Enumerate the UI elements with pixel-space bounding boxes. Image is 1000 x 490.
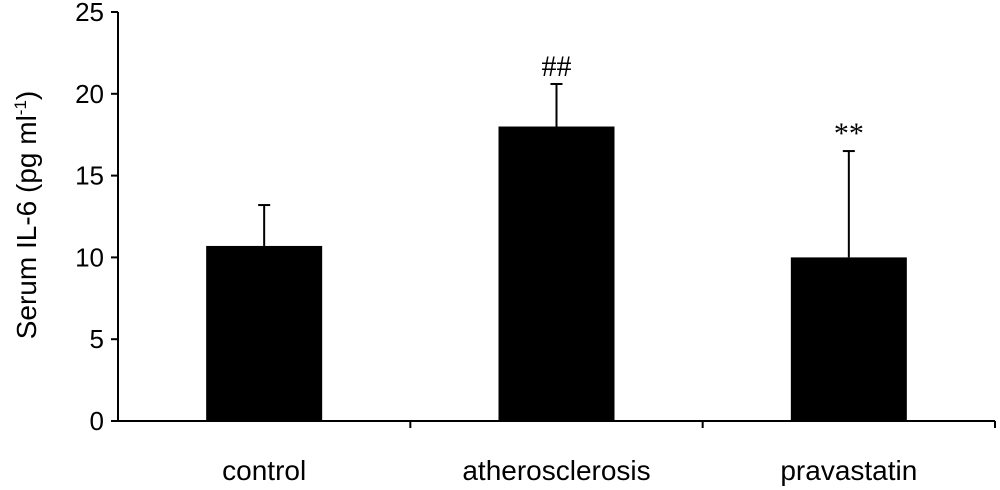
y-axis-title: Serum IL-6 (pg ml-1) xyxy=(11,91,42,340)
significance-label-atherosclerosis: ## xyxy=(542,50,572,83)
x-tick-label-control: control xyxy=(222,455,306,486)
y-tick-label: 10 xyxy=(75,242,104,272)
svg-text:Serum IL-6 (pg ml-1): Serum IL-6 (pg ml-1) xyxy=(11,91,42,340)
x-tick-label-pravastatin: pravastatin xyxy=(780,455,917,486)
y-tick-label: 0 xyxy=(90,406,104,436)
y-axis-title-close: ) xyxy=(11,91,42,100)
bar-control xyxy=(206,245,323,421)
y-axis-title-main: Serum IL-6 (pg ml xyxy=(11,115,42,339)
bar-pravastatin xyxy=(790,257,907,421)
significance-label-pravastatin: ** xyxy=(834,117,864,150)
y-tick-label: 20 xyxy=(75,79,104,109)
y-tick-label: 5 xyxy=(90,324,104,354)
bars xyxy=(206,82,907,422)
y-tick-label: 15 xyxy=(75,161,104,191)
x-tick-label-atherosclerosis: atherosclerosis xyxy=(462,455,650,486)
y-tick-label: 25 xyxy=(75,0,104,27)
bar-atherosclerosis xyxy=(498,126,615,422)
labels: control ## atherosclerosis ** pravastatin xyxy=(222,50,917,486)
y-axis-title-sup: -1 xyxy=(11,100,30,115)
